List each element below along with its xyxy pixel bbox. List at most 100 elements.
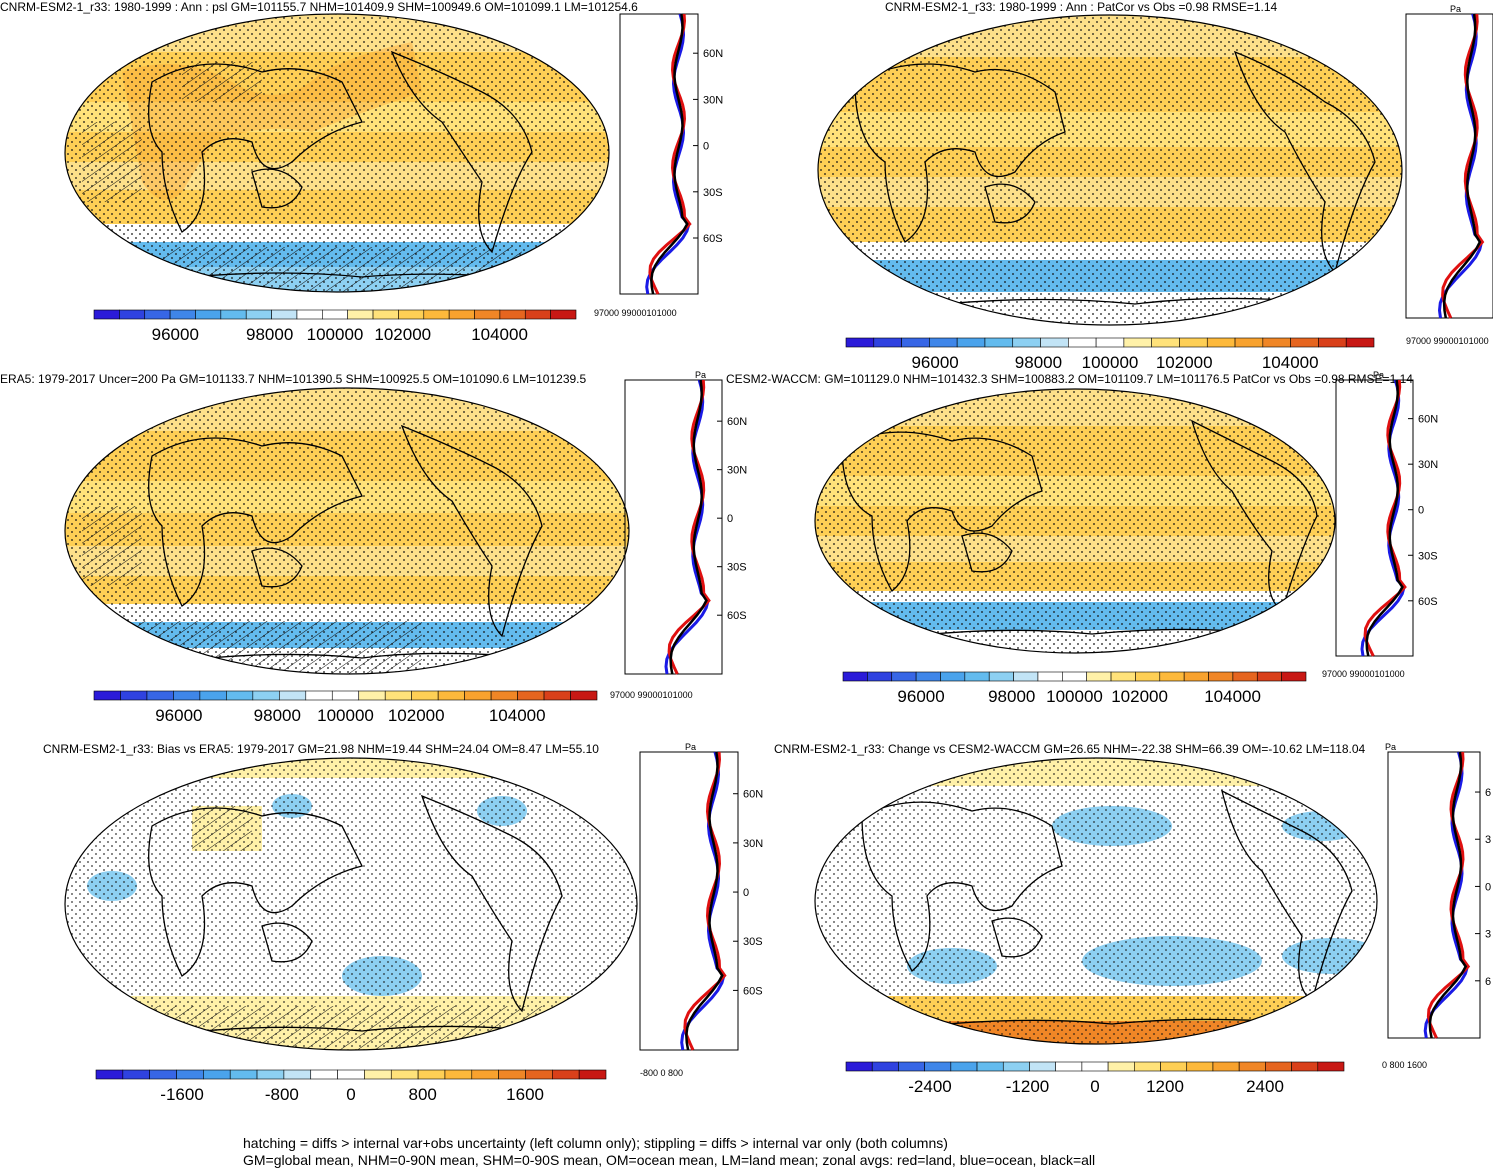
- zonal-all-line: [1442, 13, 1482, 319]
- zonal-ocean-line: [1423, 751, 1470, 1039]
- zonal-x-tick-labels: 97000 99000101000: [610, 690, 693, 700]
- colorbar-swatch: [1345, 337, 1375, 348]
- colorbar-2: 96000 98000 100000 102000 104000: [845, 337, 1375, 372]
- colorbar-swatch: [1055, 1061, 1083, 1072]
- colorbar-5: -1600 -800 0 800 1600: [95, 1069, 607, 1104]
- zonal-axes-frame: [1335, 379, 1414, 657]
- zonal-x-tick-labels: 97000 99000101000: [1322, 669, 1405, 679]
- colorbar-swatch: [578, 1069, 607, 1080]
- colorbar-swatch: [552, 1069, 580, 1080]
- zonal-lat-label: 60N: [703, 48, 723, 60]
- colorbar-tick-label: 100000: [1082, 353, 1139, 372]
- colorbar-swatch: [226, 690, 254, 701]
- panel-title-5: CNRM-ESM2-1_r33: Bias vs ERA5: 1979-2017…: [43, 742, 599, 756]
- colorbar-swatch: [873, 337, 902, 348]
- colorbar-swatch: [364, 1069, 392, 1080]
- map-panel-6: [814, 757, 1378, 1045]
- colorbar-swatch: [122, 1069, 150, 1080]
- colorbar-tick-label: 100000: [1046, 687, 1103, 706]
- colorbar-swatch: [871, 1061, 899, 1072]
- zonal-x-tick-labels: -800 0 800: [640, 1068, 683, 1078]
- colorbar-swatch: [1037, 671, 1063, 682]
- zonal-lat-label: 60N: [1418, 414, 1438, 426]
- colorbar-swatch: [524, 309, 551, 320]
- colorbar-swatch: [1262, 337, 1291, 348]
- zonal-lat-label: 60S: [703, 233, 723, 245]
- colorbar-swatch: [95, 1069, 124, 1080]
- zonal-ocean-line: [680, 751, 726, 1051]
- zonal-lat-label: 60N: [727, 416, 747, 428]
- colorbar-swatch: [1291, 1061, 1319, 1072]
- colorbar-tick-label: 102000: [388, 706, 445, 725]
- panel-title-6: CNRM-ESM2-1_r33: Change vs CESM2-WACCM G…: [774, 742, 1366, 756]
- colorbar-swatch: [1256, 671, 1282, 682]
- colorbar-swatch: [199, 690, 227, 701]
- colorbar-swatch: [842, 671, 868, 682]
- zonal-all-line: [650, 13, 689, 295]
- colorbar-swatch: [146, 690, 174, 701]
- colorbar-tick-label: 104000: [1262, 353, 1319, 372]
- zonal-land-line: [1363, 379, 1407, 657]
- zonal-unit-label: Pa: [1450, 4, 1461, 14]
- colorbar-swatch: [173, 690, 201, 701]
- zonal-land-line: [648, 13, 692, 295]
- zonal-axes-frame: [619, 13, 699, 295]
- colorbar-tick-label: 104000: [1204, 687, 1261, 706]
- colorbar-swatch: [423, 309, 450, 320]
- zonal-plot-5: 60N 30N 0 30S 60S -800 0 800 Pa: [639, 742, 763, 1078]
- colorbar-swatch: [279, 690, 307, 701]
- colorbar-swatch: [1134, 1061, 1161, 1072]
- colorbar-tick-label: -1600: [160, 1085, 203, 1104]
- map-panel-4: [814, 388, 1336, 654]
- map-panel-2: [817, 14, 1403, 326]
- zonal-plot-4: 60N 30N 0 30S 60S 97000 99000101000 Pa: [1322, 370, 1438, 679]
- colorbar-swatch: [550, 309, 577, 320]
- colorbar-swatch: [1318, 337, 1347, 348]
- colorbar-swatch: [271, 309, 298, 320]
- colorbar-swatch: [1086, 671, 1112, 682]
- colorbar-swatch: [1238, 1061, 1266, 1072]
- zonal-lat-label: 0: [1418, 505, 1424, 517]
- zonal-lat-label: 3: [1485, 834, 1491, 846]
- colorbar-tick-label: 98000: [254, 706, 301, 725]
- zonal-lat-label: 30S: [727, 562, 747, 574]
- zonal-lat-label: 30S: [703, 187, 723, 199]
- zonal-lat-label: 6: [1485, 787, 1491, 799]
- colorbar-tick-label: 1600: [506, 1085, 544, 1104]
- colorbar-swatch: [322, 309, 348, 320]
- colorbar-swatch: [444, 1069, 473, 1080]
- colorbar-swatch: [411, 690, 439, 701]
- colorbar-swatch: [845, 337, 875, 348]
- colorbar-tick-label: 2400: [1246, 1077, 1284, 1096]
- colorbar-swatch: [950, 1061, 978, 1072]
- map-panel-5: [64, 757, 638, 1051]
- colorbar-swatch: [525, 1069, 553, 1080]
- colorbar-swatch: [1013, 671, 1039, 682]
- map-panel-1: [64, 13, 610, 293]
- colorbar-swatch: [93, 690, 121, 701]
- zonal-lat-label: 0: [703, 141, 709, 153]
- colorbar-swatch: [570, 690, 598, 701]
- colorbar-swatch: [203, 1069, 231, 1080]
- colorbar-tick-label: 104000: [471, 325, 528, 344]
- colorbar-swatch: [220, 309, 247, 320]
- colorbar-tick-label: 96000: [911, 353, 958, 372]
- zonal-land-line: [683, 751, 727, 1051]
- colorbar-swatch: [474, 309, 501, 320]
- zonal-axes-frame: [1387, 751, 1481, 1039]
- colorbar-swatch: [1208, 671, 1234, 682]
- colorbar-swatch: [915, 671, 941, 682]
- zonal-lat-label: 60S: [743, 985, 763, 997]
- colorbar-swatch: [924, 1061, 952, 1072]
- zonal-ocean-line: [645, 13, 691, 295]
- colorbar-swatch: [93, 309, 120, 320]
- colorbar-swatch: [1068, 337, 1097, 348]
- zonal-ocean-line: [1437, 13, 1484, 319]
- colorbar-swatch: [490, 690, 518, 701]
- colorbar-swatch: [296, 309, 323, 320]
- colorbar-swatch: [1232, 671, 1258, 682]
- colorbar-swatch: [1062, 671, 1087, 682]
- colorbar-swatch: [976, 1061, 1004, 1072]
- colorbar-swatch: [1234, 337, 1264, 348]
- colorbar-swatch: [988, 671, 1014, 682]
